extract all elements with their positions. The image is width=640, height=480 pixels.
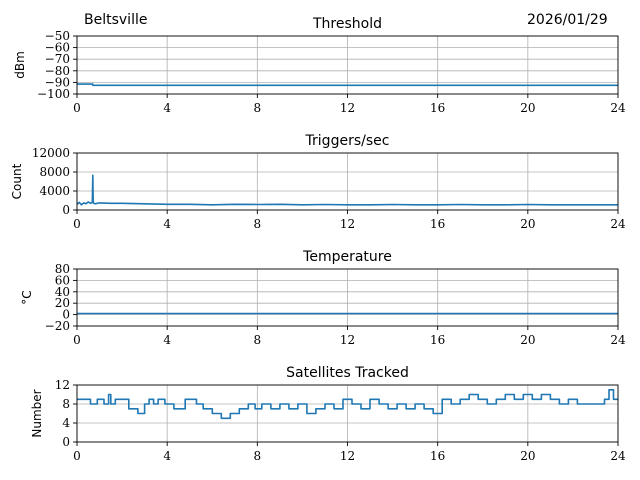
series-line [76, 174, 618, 206]
y-tick-label: −70 [45, 52, 70, 66]
x-tick-label: 8 [254, 217, 262, 231]
x-tick-label: 16 [430, 333, 445, 347]
chart-title: Threshold [312, 16, 382, 32]
y-tick-label: 12 [55, 378, 70, 392]
y-tick-label: 4 [62, 416, 70, 430]
series-line [77, 83, 618, 87]
y-tick-label: 8 [62, 397, 70, 411]
y-tick-label: −50 [45, 29, 70, 43]
x-tick-label: 16 [430, 449, 445, 463]
y-axis-label: dBm [13, 51, 27, 79]
x-tick-label: 0 [73, 333, 81, 347]
y-axis-label: Count [10, 163, 24, 199]
x-tick-label: 0 [73, 217, 81, 231]
y-tick-label: −80 [45, 64, 70, 78]
x-tick-label: 20 [520, 217, 535, 231]
y-tick-label: 20 [55, 296, 70, 310]
x-tick-label: 8 [254, 449, 262, 463]
x-tick-label: 24 [610, 449, 626, 463]
y-axis-label: Number [30, 389, 44, 437]
x-tick-label: 8 [254, 101, 262, 115]
x-tick-label: 20 [520, 101, 535, 115]
x-tick-label: 8 [254, 333, 262, 347]
y-tick-label: −90 [45, 75, 70, 89]
y-tick-label: 60 [55, 273, 70, 287]
chart-title: Temperature [302, 249, 392, 265]
x-tick-label: 0 [73, 101, 81, 115]
chart-title: Triggers/sec [305, 133, 390, 149]
date-label: 2026/01/29 [527, 12, 608, 28]
y-tick-label: −60 [45, 41, 70, 55]
y-tick-label: 12000 [32, 146, 70, 160]
y-tick-label: 0 [62, 203, 70, 217]
x-tick-label: 16 [430, 101, 445, 115]
x-tick-label: 12 [340, 217, 355, 231]
y-tick-label: 80 [55, 262, 70, 276]
x-tick-label: 12 [340, 449, 355, 463]
x-tick-label: 4 [163, 217, 171, 231]
x-tick-label: 12 [340, 101, 355, 115]
x-tick-label: 12 [340, 333, 355, 347]
x-tick-label: 0 [73, 449, 81, 463]
y-tick-label: 0 [62, 435, 70, 449]
x-tick-label: 24 [610, 101, 626, 115]
x-tick-label: 4 [163, 333, 171, 347]
x-tick-label: 16 [430, 217, 445, 231]
x-tick-label: 24 [610, 333, 626, 347]
y-axis-label: °C [20, 290, 34, 304]
y-tick-label: 40 [55, 285, 70, 299]
x-tick-label: 20 [520, 333, 535, 347]
x-tick-label: 4 [163, 101, 171, 115]
y-tick-label: −20 [45, 319, 70, 333]
y-tick-label: 8000 [39, 165, 70, 179]
x-tick-label: 4 [163, 449, 171, 463]
series-line [77, 388, 618, 420]
y-tick-label: 4000 [39, 184, 70, 198]
chart-title: Satellites Tracked [286, 365, 409, 381]
y-tick-label: −100 [37, 87, 70, 101]
location-label: Beltsville [84, 12, 148, 28]
x-tick-label: 20 [520, 449, 535, 463]
x-tick-label: 24 [610, 217, 626, 231]
y-tick-label: 0 [62, 308, 70, 322]
